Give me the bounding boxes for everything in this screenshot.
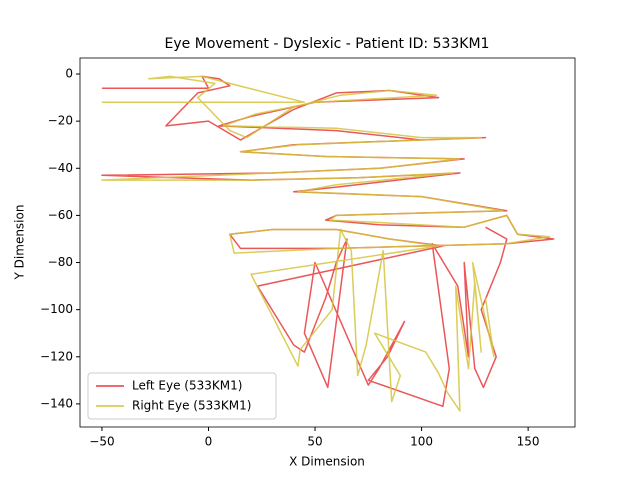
x-tick-label: −50 bbox=[89, 435, 114, 449]
x-tick-label: 150 bbox=[517, 435, 540, 449]
x-axis-label: X Dimension bbox=[289, 455, 365, 469]
plot-frame bbox=[79, 57, 576, 428]
chart-title: Eye Movement - Dyslexic - Patient ID: 53… bbox=[165, 36, 490, 52]
y-axis-label: Y Dimension bbox=[13, 205, 27, 281]
y-tick-label: −120 bbox=[40, 349, 73, 363]
y-tick-label: 0 bbox=[65, 67, 73, 81]
x-tick-label: 50 bbox=[307, 435, 322, 449]
series-line bbox=[101, 75, 551, 412]
legend-label: Right Eye (533KM1) bbox=[132, 399, 251, 413]
x-tick-label: 0 bbox=[205, 435, 213, 449]
y-tick-label: −40 bbox=[48, 161, 73, 175]
y-tick-label: −60 bbox=[48, 208, 73, 222]
y-tick-label: −20 bbox=[48, 114, 73, 128]
legend-label: Left Eye (533KM1) bbox=[132, 379, 242, 393]
legend-box bbox=[87, 372, 277, 420]
y-tick-label: −80 bbox=[48, 255, 73, 269]
x-tick-label: 100 bbox=[410, 435, 433, 449]
y-tick-label: −140 bbox=[40, 396, 73, 410]
y-tick-label: −100 bbox=[40, 302, 73, 316]
